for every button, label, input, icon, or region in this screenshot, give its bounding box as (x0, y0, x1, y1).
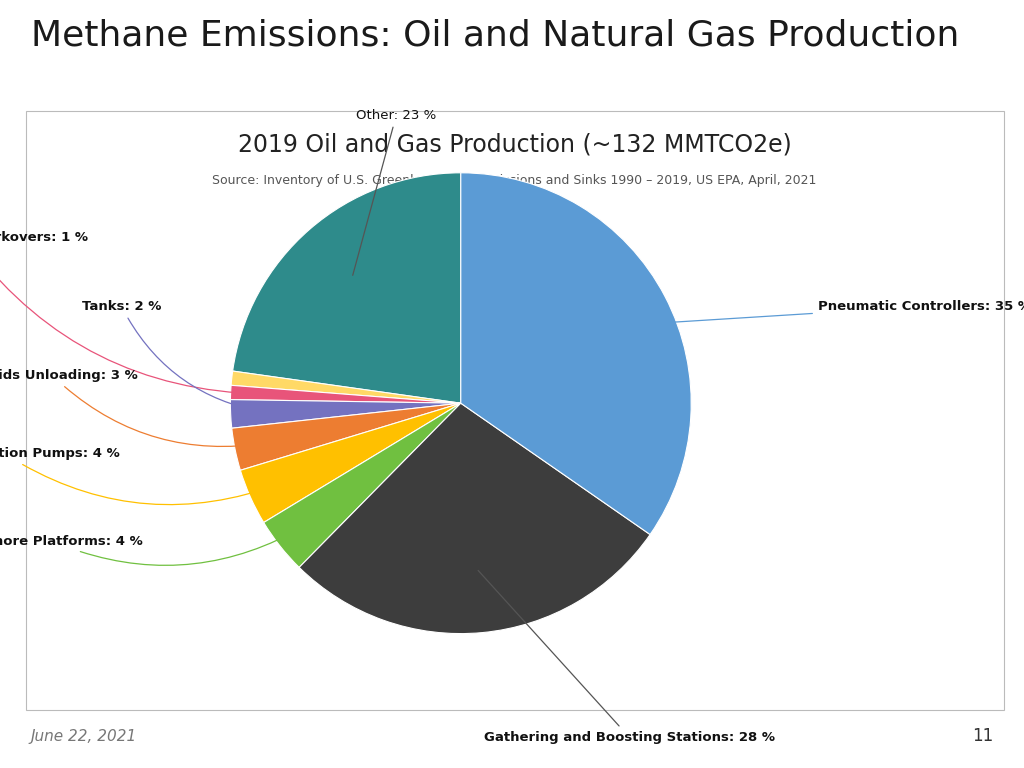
Text: Source: Inventory of U.S. Greenhouse Gas Emissions and Sinks 1990 – 2019, US EPA: Source: Inventory of U.S. Greenhouse Gas… (212, 174, 817, 187)
Text: Completions and Workovers: 1 %: Completions and Workovers: 1 % (0, 231, 262, 394)
Text: Tanks: 2 %: Tanks: 2 % (82, 300, 262, 412)
Text: Methane Emissions: Oil and Natural Gas Production: Methane Emissions: Oil and Natural Gas P… (31, 18, 959, 52)
Text: 2019 Oil and Gas Production (~132 MMTCO2e): 2019 Oil and Gas Production (~132 MMTCO2… (238, 132, 792, 157)
Wedge shape (231, 371, 461, 403)
Wedge shape (232, 173, 461, 403)
Wedge shape (241, 403, 461, 522)
Wedge shape (231, 403, 461, 470)
Text: Offshore Platforms: 4 %: Offshore Platforms: 4 % (0, 526, 305, 565)
Wedge shape (230, 399, 461, 429)
Text: Other: 23 %: Other: 23 % (352, 109, 436, 275)
Text: Gathering and Boosting Stations: 28 %: Gathering and Boosting Stations: 28 % (478, 571, 775, 743)
Text: Chemical Injection Pumps: 4 %: Chemical Injection Pumps: 4 % (0, 448, 280, 505)
Wedge shape (461, 173, 691, 535)
Text: Pneumatic Controllers: 35 %: Pneumatic Controllers: 35 % (610, 300, 1024, 326)
Wedge shape (230, 386, 461, 403)
Text: June 22, 2021: June 22, 2021 (31, 729, 137, 744)
Text: Liquids Unloading: 3 %: Liquids Unloading: 3 % (0, 369, 266, 446)
Wedge shape (299, 403, 650, 634)
Wedge shape (264, 403, 461, 568)
Text: 11: 11 (972, 727, 993, 745)
